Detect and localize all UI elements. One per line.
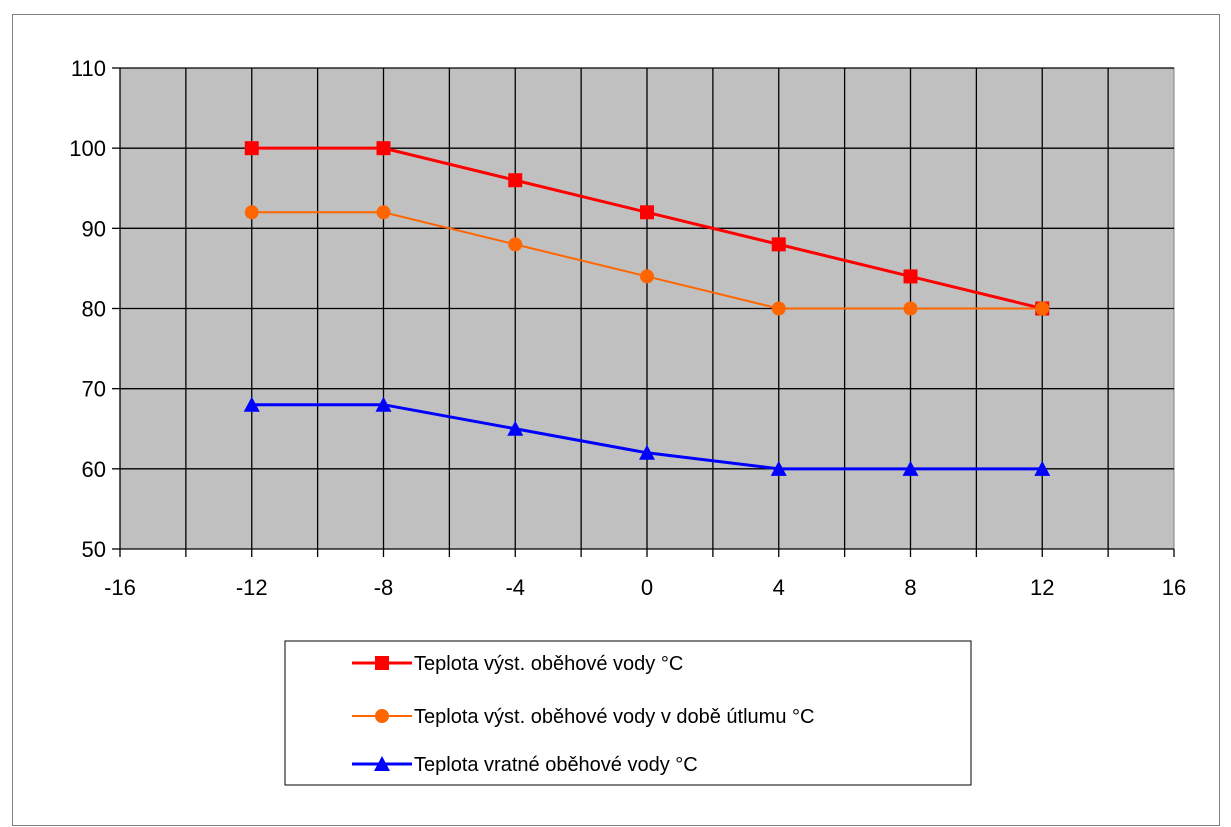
legend-label: Teplota výst. oběhové vody v době útlumu… <box>414 706 814 728</box>
series-3-point <box>902 460 919 476</box>
x-tick-label: -8 <box>374 575 394 600</box>
series-2-point <box>903 301 918 316</box>
legend-item-3: Teplota vratné oběhové vody °C <box>352 754 698 776</box>
y-tick-label: 80 <box>82 297 106 322</box>
series-2-point <box>376 205 391 220</box>
x-tick-label: -4 <box>505 575 525 600</box>
legend-swatch-marker <box>375 656 389 670</box>
series-3-point <box>1034 460 1051 476</box>
y-tick-label: 100 <box>69 136 106 161</box>
y-tick-label: 60 <box>82 457 106 482</box>
x-tick-label: 0 <box>641 575 653 600</box>
y-tick-label: 110 <box>71 56 106 81</box>
x-tick-label: -12 <box>236 575 268 600</box>
series-3-point <box>507 420 524 436</box>
x-axis-tick-labels: -16 -12 -8 -4 0 4 8 12 16 <box>104 575 1186 600</box>
series-3-point <box>639 444 655 460</box>
x-tick-label: 4 <box>773 575 785 600</box>
series-3-point <box>375 396 392 412</box>
legend-item-1: Teplota výst. oběhové vody °C <box>352 653 683 675</box>
series-2 <box>244 205 1050 316</box>
series-3 <box>243 396 1051 476</box>
legend-swatch-marker <box>375 709 389 723</box>
series-2-point <box>640 269 654 284</box>
series-1-point <box>376 141 391 156</box>
series-group <box>243 141 1051 476</box>
series-1-point <box>244 141 259 156</box>
x-tick-label: 8 <box>904 575 916 600</box>
series-1-point <box>771 237 786 252</box>
series-1-point <box>640 205 654 220</box>
series-1-point <box>903 269 918 284</box>
y-tick-label: 90 <box>82 216 106 241</box>
series-1-point <box>508 173 523 188</box>
y-tick-label: 50 <box>82 537 106 562</box>
legend: Teplota výst. oběhové vody °C Teplota výs… <box>352 653 814 776</box>
y-axis-tick-labels: 50 60 70 80 90 100 110 <box>69 56 106 562</box>
series-3-point <box>770 460 787 476</box>
legend-box <box>284 640 972 786</box>
series-2-point <box>244 205 259 220</box>
y-tick-label: 70 <box>82 377 106 402</box>
series-2-point <box>1035 301 1050 316</box>
x-tick-label: -16 <box>104 575 136 600</box>
legend-label: Teplota výst. oběhové vody °C <box>414 653 683 675</box>
series-2-point <box>771 301 786 316</box>
series-2-point <box>508 237 523 252</box>
legend-item-2: Teplota výst. oběhové vody v době útlumu… <box>352 706 814 728</box>
x-tick-label: 12 <box>1030 575 1054 600</box>
series-3-point <box>243 396 260 412</box>
legend-label: Teplota vratné oběhové vody °C <box>414 754 698 776</box>
axes <box>112 67 1175 557</box>
legend-swatch-marker <box>374 756 390 771</box>
x-tick-label: 16 <box>1162 575 1186 600</box>
